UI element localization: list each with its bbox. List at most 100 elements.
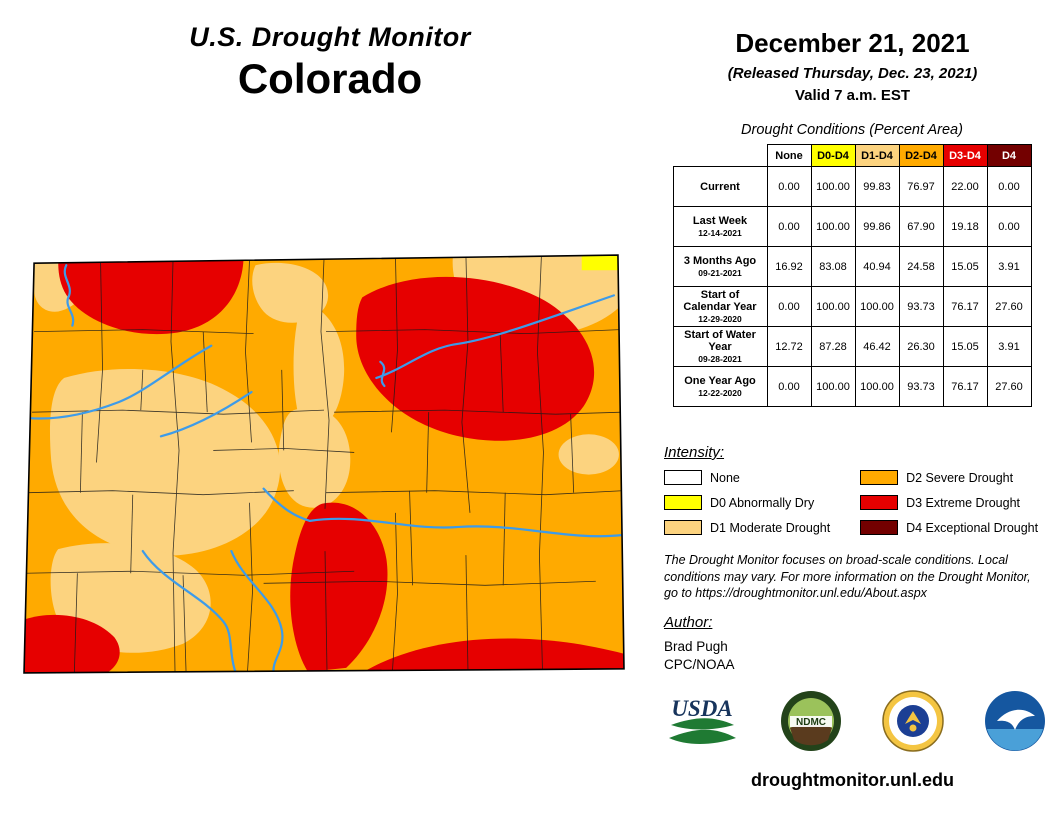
ndmc-soil	[790, 724, 832, 746]
column-header-D3: D3-D4	[942, 144, 988, 167]
legend-label: D0 Abnormally Dry	[710, 495, 815, 510]
table-cell: 0.00	[766, 366, 812, 407]
legend-swatch-D2	[860, 470, 899, 485]
legend-item-none: None	[664, 470, 838, 485]
legend-swatch-D1	[664, 520, 702, 535]
legend-item-D3: D3 Extreme Drought	[860, 495, 1046, 510]
row-label: Start of Water Year 09-28-2021	[672, 326, 768, 367]
table-cell: 100.00	[810, 286, 856, 327]
legend-swatch-D4	[860, 520, 899, 535]
table-caption: Drought Conditions (Percent Area)	[741, 122, 963, 138]
usda-swoosh-top	[671, 718, 734, 730]
row-label: 3 Months Ago 09-21-2021	[672, 246, 768, 287]
table-cell: 0.00	[986, 166, 1032, 207]
noaa-logo-icon	[985, 691, 1045, 751]
table-cell: 27.60	[986, 366, 1032, 407]
table-cell: 40.94	[854, 246, 900, 287]
column-header-D1: D1-D4	[854, 144, 900, 167]
table-row: Last Week 12-14-2021 0.00 100.00 99.86 67.90 1…	[672, 206, 1032, 247]
commerce-blue-center	[897, 705, 929, 737]
table-cell: 87.28	[810, 326, 856, 367]
legend-label: D2 Severe Drought	[906, 470, 1014, 485]
table-cell: 0.00	[766, 166, 812, 207]
drought-stats-table: None D0-D4 D1-D4 D2-D4 D3-D4 D4 Current 0.00 10…	[672, 144, 1032, 407]
table-cell: 100.00	[810, 166, 856, 207]
stats-table-block: Drought Conditions (Percent Area) None D0…	[664, 122, 1040, 407]
ndmc-logo-icon: NDMC	[781, 691, 841, 751]
stats-table-body: Current 0.00 100.00 99.83 76.97 22.00 0.00 Last…	[672, 166, 1032, 407]
table-cell: 15.05	[942, 326, 988, 367]
table-row: Start of Calendar Year 12-29-2020 0.00 100.…	[672, 286, 1032, 327]
table-cell: 24.58	[898, 246, 944, 287]
commerce-eagle	[905, 711, 921, 724]
table-cell: 99.83	[854, 166, 900, 207]
table-cell: 22.00	[942, 166, 988, 207]
table-cell: 76.17	[942, 286, 988, 327]
commerce-seal-icon	[882, 690, 944, 752]
table-cell: 3.91	[986, 246, 1032, 287]
author-block: Author: Brad Pugh CPC/NOAA	[664, 614, 735, 672]
table-cell: 99.86	[854, 206, 900, 247]
map-date: December 21, 2021	[735, 28, 970, 58]
report-title: U.S. Drought Monitor	[189, 22, 471, 52]
usda-logo-icon: USDA	[669, 696, 736, 744]
stats-table-head-row: None D0-D4 D1-D4 D2-D4 D3-D4 D4	[673, 144, 1032, 167]
map-block	[22, 248, 626, 678]
rivers	[28, 264, 624, 673]
legend-item-D4: D4 Exceptional Drought	[860, 520, 1046, 535]
table-row: Current 0.00 100.00 99.83 76.97 22.00 0.00	[672, 166, 1032, 207]
title-block: U.S. Drought Monitor Colorado	[75, 22, 585, 103]
author-org: CPC/NOAA	[664, 657, 735, 672]
legend-swatch-D0	[664, 495, 702, 510]
county-boundaries	[25, 255, 624, 673]
column-header-D4: D4	[986, 144, 1032, 167]
noaa-bird	[997, 709, 1035, 730]
legend-label: None	[710, 470, 740, 485]
table-cell: 0.00	[766, 206, 812, 247]
author-heading: Author:	[664, 614, 713, 631]
column-header-none: None	[766, 144, 812, 167]
table-corner	[673, 145, 767, 167]
table-cell: 19.18	[942, 206, 988, 247]
ndmc-logo-text: NDMC	[796, 717, 826, 728]
table-row: One Year Ago 12-22-2020 0.00 100.00 100.00 93…	[672, 366, 1032, 407]
ndmc-banner	[790, 716, 832, 727]
released-date: (Released Thursday, Dec. 23, 2021)	[727, 65, 978, 82]
commerce-globe	[909, 724, 917, 732]
table-cell: 0.00	[766, 286, 812, 327]
valid-time: Valid 7 a.m. EST	[794, 87, 911, 104]
table-cell: 93.73	[898, 366, 944, 407]
intensity-legend: Intensity: None D0 Abnormally Dry D1 Moder…	[664, 444, 1046, 535]
table-cell: 67.90	[898, 206, 944, 247]
legend-label: D3 Extreme Drought	[906, 495, 1021, 510]
map-region-d0	[581, 255, 618, 271]
table-cell: 0.00	[986, 206, 1032, 247]
usda-swoosh-bottom	[669, 729, 736, 744]
row-label: Current	[672, 166, 768, 207]
table-cell: 76.97	[898, 166, 944, 207]
legend-grid: None D0 Abnormally Dry D1 Moderate Drought…	[664, 470, 1046, 535]
date-block: December 21, 2021 (Released Thursday, De…	[655, 28, 1050, 104]
table-cell: 3.91	[986, 326, 1032, 367]
table-cell: 27.60	[986, 286, 1032, 327]
legend-item-D2: D2 Severe Drought	[860, 470, 1046, 485]
table-cell: 26.30	[898, 326, 944, 367]
disclaimer-text: The Drought Monitor focuses on broad-sca…	[664, 553, 1031, 601]
usda-logo-text: USDA	[671, 696, 732, 721]
legend-swatch-none	[664, 470, 702, 485]
table-row: Start of Water Year 09-28-2021 12.72 87.28 4…	[672, 326, 1032, 367]
table-cell: 16.92	[766, 246, 812, 287]
colorado-map	[23, 254, 625, 674]
row-label: One Year Ago 12-22-2020	[672, 366, 768, 407]
state-name: Colorado	[237, 55, 423, 102]
legend-swatch-D3	[860, 495, 899, 510]
legend-title: Intensity:	[664, 444, 725, 461]
table-cell: 12.72	[766, 326, 812, 367]
row-label: Start of Calendar Year 12-29-2020	[672, 286, 768, 327]
table-cell: 83.08	[810, 246, 856, 287]
column-header-D0: D0-D4	[810, 144, 856, 167]
table-row: 3 Months Ago 09-21-2021 16.92 83.08 40.94 24.…	[672, 246, 1032, 287]
table-cell: 76.17	[942, 366, 988, 407]
legend-label: D1 Moderate Drought	[710, 520, 831, 535]
